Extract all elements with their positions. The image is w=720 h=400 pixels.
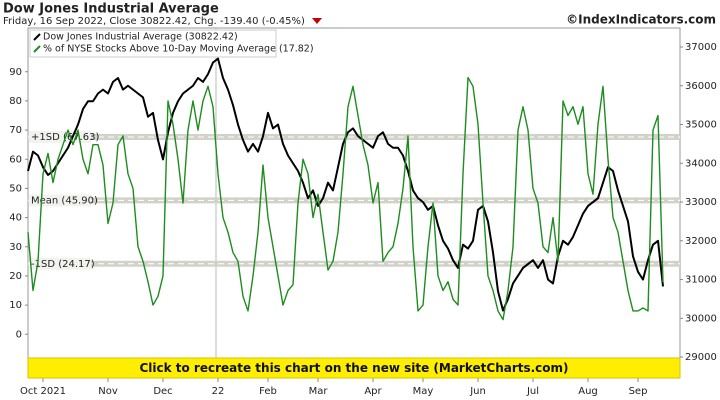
y-tick-label: 70: [9, 125, 22, 136]
y-tick-label: 0: [16, 329, 22, 340]
legend-label: % of NYSE Stocks Above 10-Day Moving Ave…: [43, 44, 314, 55]
y-tick-label: 50: [9, 183, 22, 194]
legend-box: [29, 29, 277, 58]
x-tick-label: Oct 2021: [20, 386, 66, 397]
y2-tick-label: 29000: [685, 352, 717, 363]
down-arrow: [312, 18, 322, 24]
reference-label: -1SD (24.17): [31, 259, 95, 270]
x-tick-label: Feb: [259, 386, 277, 397]
banner-link[interactable]: Click to recreate this chart on the new …: [139, 361, 568, 375]
x-tick-label: Apr: [364, 386, 382, 397]
source: ©IndexIndicators.com: [566, 13, 716, 27]
y-tick-label: 10: [9, 300, 22, 311]
y2-tick-label: 35000: [685, 120, 717, 131]
y-tick-label: 90: [9, 67, 22, 78]
y2-tick-label: 36000: [685, 81, 717, 92]
y2-tick-label: 30000: [685, 313, 717, 324]
reference-label: Mean (45.90): [31, 195, 98, 206]
x-tick-label: Jul: [526, 386, 539, 397]
x-tick-label: Nov: [98, 386, 118, 397]
y-tick-label: 30: [9, 242, 22, 253]
legend-swatch: [33, 33, 41, 41]
banner-bg[interactable]: [27, 357, 681, 379]
x-tick-label: Dec: [153, 386, 172, 397]
series-lines: [27, 57, 664, 321]
y-tick-label: 40: [9, 213, 22, 224]
y-tick-label: 60: [9, 154, 22, 165]
legend-label: Dow Jones Industrial Average (30822.42): [43, 32, 238, 43]
x-tick-label: Jun: [469, 386, 486, 397]
y2-tick-label: 33000: [685, 197, 717, 208]
y2-tick-label: 32000: [685, 236, 717, 247]
legend: Dow Jones Industrial Average (30822.42)%…: [33, 32, 314, 55]
x-tick-label: Sep: [629, 386, 648, 397]
x-tick-label: Aug: [578, 386, 598, 397]
reference-label-bg: [29, 257, 91, 270]
y2-tick-label: 34000: [685, 158, 717, 169]
y2-tick-label: 37000: [685, 42, 717, 53]
series-line: [27, 76, 664, 321]
chart-subtitle: Friday, 16 Sep 2022, Close 30822.42, Chg…: [3, 16, 305, 27]
x-tick-label: 22: [212, 386, 225, 397]
y2-tick-label: 31000: [685, 275, 717, 286]
chart-title: Dow Jones Industrial Average: [3, 2, 219, 17]
reference-label-bg: [29, 194, 91, 207]
y-tick-label: 20: [9, 271, 22, 282]
x-tick-label: Mar: [309, 386, 329, 397]
x-tick-label: May: [413, 386, 434, 397]
y-tick-label: 80: [9, 96, 22, 107]
axes: 0 10 20 30 40 50 60 70 80 90 29000 30000 31000 32000 3…: [9, 42, 717, 397]
legend-swatch: [33, 45, 41, 53]
reference-label-bg: [29, 130, 91, 143]
